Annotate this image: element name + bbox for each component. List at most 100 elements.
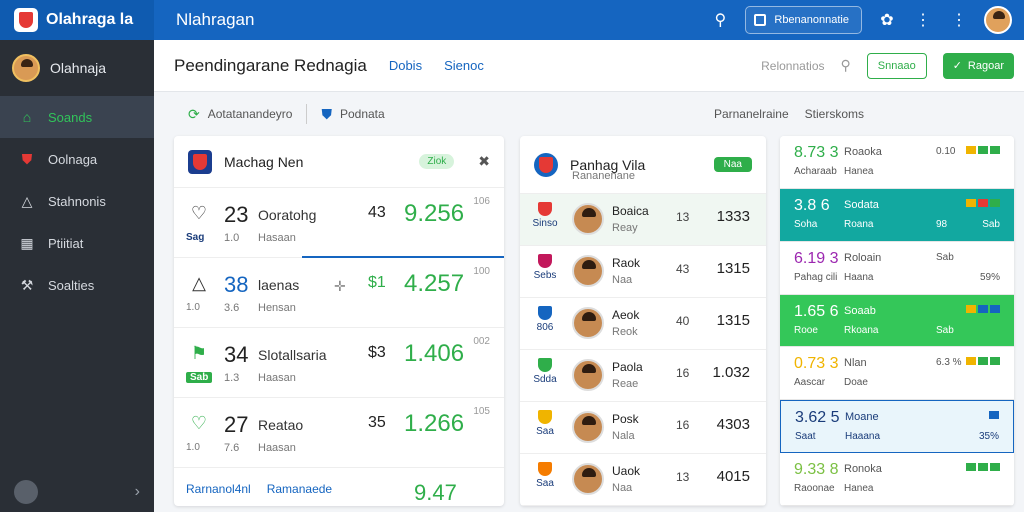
row-tag: 1.0 <box>186 442 200 453</box>
avatar[interactable] <box>984 6 1012 34</box>
shield-icon: ⛊ <box>21 150 33 167</box>
stat-row[interactable]: 0.73 3 Nlan Aascar Doae 6.3 % <box>780 347 1014 401</box>
stat-label: Roaoka <box>844 146 882 158</box>
player-name: Uaok <box>612 464 641 478</box>
footer-link-2[interactable]: Ramanaede <box>266 482 333 496</box>
footer-link-1[interactable]: Rarnanol4nl <box>186 482 251 496</box>
chevron-right-icon[interactable]: › <box>134 483 140 500</box>
list-item[interactable]: 806 Aeok Reok 40 1315 <box>520 298 766 350</box>
sidebar-item-soalties[interactable]: ⚒ Soalties <box>0 264 154 306</box>
close-icon[interactable]: ✖ <box>478 153 490 169</box>
table-row[interactable]: ⚑ Sab 34 Slotallsaria 1.3 Haasan $3 1.40… <box>174 328 504 398</box>
list-item[interactable]: Sebs Raok Naa 43 1315 <box>520 246 766 298</box>
refresh-icon[interactable]: ⟳ <box>188 105 200 122</box>
stat-sub-label: Hanea <box>844 483 874 495</box>
sidebar-item-ptiitiat[interactable]: ▦ Ptiitiat <box>0 222 154 264</box>
brand-logo <box>14 8 38 32</box>
row-number: 34 <box>224 342 249 367</box>
subbar-item-2[interactable]: Podnata <box>339 107 385 121</box>
bar-segment <box>966 304 976 313</box>
row-tag: 1.0 <box>186 302 200 313</box>
table-row[interactable]: ♡ 1.0 27 Reatao 7.6 Haasan 35 1.266 105 <box>174 398 504 468</box>
list-item[interactable]: Sinso Boaica Reay 13 1333 <box>520 194 766 246</box>
stat-label: Roloain <box>844 251 882 264</box>
avatar <box>572 463 604 495</box>
menu-icon[interactable]: ⋮ <box>951 12 967 29</box>
stat-value: 9.33 8 <box>794 461 839 479</box>
tab-dobis[interactable]: Dobis <box>388 58 423 73</box>
sidebar: Olahnaja ⌂ Soands ⛊ Oolnaga △ Stahnonis … <box>0 40 154 512</box>
stat-value: 1.65 6 <box>794 302 839 320</box>
list-item[interactable]: Saa Uaok Naa 13 4015 <box>520 454 766 506</box>
stat-label: Sodata <box>844 198 879 211</box>
player-sub: Naa <box>612 482 633 494</box>
row-tag: Sab <box>186 372 213 383</box>
bar-segment <box>990 146 1000 154</box>
search-icon[interactable]: ⚲ <box>840 57 851 73</box>
stat-bars <box>966 357 1000 366</box>
table-row[interactable]: △ 1.0 38 laenas ✛ 3.6 Hensan $1 4.257 10… <box>174 258 504 328</box>
stat-sub-label: Hanea <box>844 166 874 177</box>
stat-row[interactable]: 1.65 6 Soaab Rooe Rkoana Sab <box>780 294 1014 348</box>
row-tag: Sag <box>186 232 205 243</box>
main-content: Peendingarane Rednagia Dobis Sienoc Relo… <box>154 40 1024 512</box>
shield-icon <box>538 306 552 320</box>
player-card-header: Panhag Vila Rananenane Naa <box>520 136 766 194</box>
table-row[interactable]: ♡ Sag 23 Ooratohg 1.0 Hasaan 43 9.256 10… <box>174 188 504 258</box>
primary-button[interactable]: ✓ Ragoar <box>942 52 1014 79</box>
stats-card: 8.73 3 Roaoka Acharaab Hanea 0.10 3.8 6 Sodata… <box>780 136 1014 506</box>
tab-sienoc[interactable]: Sienoc <box>444 58 484 73</box>
shield-icon <box>538 254 552 268</box>
more-icon[interactable]: ⋮ <box>915 12 931 29</box>
row-small: 106 <box>473 196 490 207</box>
flag-icon: ⚑ <box>190 342 208 363</box>
stat-row[interactable]: 3.8 6 Sodata Soha Roana 98 Sab <box>780 188 1014 242</box>
sidebar-item-stahnonis[interactable]: △ Stahnonis <box>0 180 154 222</box>
sidebar-user[interactable]: Olahnaja <box>0 40 154 96</box>
highlight-line <box>302 256 504 258</box>
search-label[interactable]: Relonnatios <box>761 58 825 73</box>
profile-icon[interactable] <box>14 480 38 504</box>
row-mid: 35 <box>368 414 386 431</box>
player-name: Raok <box>612 256 641 270</box>
subbar-right-2[interactable]: Stierskoms <box>804 107 864 121</box>
list-item[interactable]: Saa Posk Nala 16 4303 <box>520 402 766 454</box>
player-sub: Reok <box>612 326 638 338</box>
player-value: 1315 <box>716 260 750 277</box>
stat-row[interactable]: 9.33 8 Ronoka Raoonae Hanea <box>780 453 1014 506</box>
top-pill-button[interactable]: Rbenanonnatie <box>745 6 862 34</box>
row-mid: $3 <box>368 344 386 361</box>
sidebar-item-label: Soands <box>48 109 93 125</box>
row-mid: $1 <box>368 274 386 291</box>
subbar-right-1[interactable]: Parnanelraine <box>713 107 789 121</box>
settings-icon[interactable]: ✿ <box>880 12 894 29</box>
list-item[interactable]: Sdda Paola Reae 16 1.032 <box>520 350 766 402</box>
stat-label: Ronoka <box>844 463 882 476</box>
heart-shield-icon: ♡ <box>190 202 208 223</box>
stat-row[interactable]: 8.73 3 Roaoka Acharaab Hanea 0.10 <box>780 136 1014 189</box>
page-title: Peendingarane Rednagia <box>174 55 367 75</box>
row-sub-label: Haasan <box>258 372 296 384</box>
stat-right-top: Sab <box>936 251 954 263</box>
outline-button[interactable]: Snnaao <box>866 52 927 79</box>
player-stat: 13 <box>676 210 690 224</box>
team-badge-label: Saa <box>536 426 554 437</box>
square-icon <box>754 14 767 26</box>
avatar <box>572 307 604 339</box>
team-badge: Saa <box>532 410 558 437</box>
sidebar-item-label: Ptiitiat <box>48 235 84 251</box>
stat-row[interactable]: 3.62 5 Moane Saat Haaana 35% <box>780 400 1014 454</box>
search-icon[interactable]: ⚲ <box>714 12 727 29</box>
sidebar-user-name: Olahnaja <box>50 60 107 76</box>
check-icon: ✓ <box>952 60 962 72</box>
sidebar-item-soands[interactable]: ⌂ Soands <box>0 96 154 138</box>
stat-right-top: 0.10 <box>936 146 956 157</box>
subbar-item-1[interactable]: Aotatanandeyro <box>207 107 293 121</box>
sidebar-item-oolnaga[interactable]: ⛊ Oolnaga <box>0 138 154 180</box>
brand[interactable]: Olahraga la <box>0 0 154 40</box>
stat-row[interactable]: 6.19 3 Roloain Pahag cili Haana Sab 59% <box>780 241 1014 295</box>
player-value: 1.032 <box>712 364 750 381</box>
brand-name: Olahraga la <box>46 11 134 28</box>
shield-icon[interactable]: ⛊ <box>321 105 332 122</box>
stat-percent: 35% <box>978 431 999 443</box>
